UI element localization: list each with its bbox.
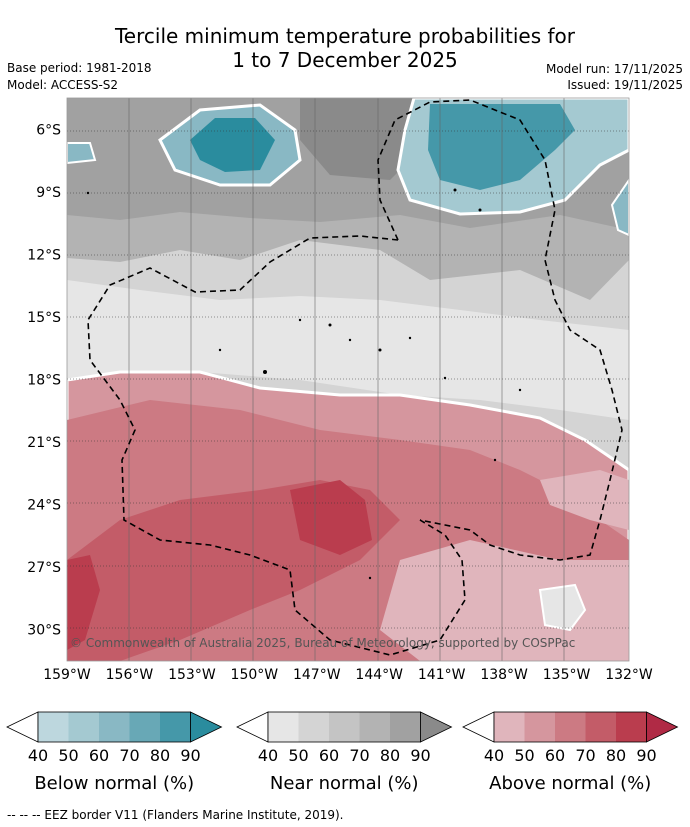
legend-title: Below normal (%) [34, 773, 194, 794]
map-credit: © Commonwealth of Australia 2025, Bureau… [70, 636, 575, 650]
legend-above-normal: 40 50 60 70 80 90 Above normal (%) [462, 711, 679, 794]
legend-tick-label: 80 [380, 746, 400, 765]
longitude-label: 150°W [231, 667, 279, 683]
legend-swatch [298, 712, 329, 742]
model-run: Model run: 17/11/2025 [545, 62, 683, 76]
legend-tick-label: 70 [575, 746, 595, 765]
legend-min-extension [236, 711, 269, 743]
gridlines [67, 130, 629, 629]
legend-tick-label: 90 [636, 746, 656, 765]
legend-below-normal: 40 50 60 70 80 90 Below normal (%) [6, 711, 223, 794]
longitude-label: 141°W [418, 667, 466, 683]
legend-tick-label: 40 [258, 746, 278, 765]
below-normal-patch-northwest-core [190, 118, 275, 172]
legend-tick-label: 80 [606, 746, 626, 765]
plot-frame [66, 97, 630, 662]
latitude-labels: 6°S 9°S 12°S 15°S 18°S 21°S 24°S 27°S 30°S [27, 122, 61, 638]
legend-min-extension [462, 711, 495, 743]
title-line-1: Tercile minimum temperature probabilitie… [114, 24, 576, 48]
above-normal-light-southeast [380, 540, 629, 661]
legend-tick-label: 60 [89, 746, 109, 765]
latitude-label: 27°S [27, 560, 61, 576]
legend-swatch [99, 712, 130, 742]
longitude-label: 138°W [480, 667, 528, 683]
above-normal-light-east [540, 470, 629, 530]
latitude-label: 21°S [27, 435, 61, 451]
eez-borders [87, 99, 623, 656]
legend-swatch [585, 712, 616, 742]
latitude-label: 24°S [27, 498, 61, 514]
title-line-2: 1 to 7 December 2025 [232, 48, 458, 72]
legend-tick-label: 50 [288, 746, 308, 765]
islands [86, 188, 522, 580]
legend-swatch [68, 712, 99, 742]
legend-tick-label: 70 [119, 746, 139, 765]
latitude-label: 30°S [27, 623, 61, 639]
legend-tick-label: 50 [58, 746, 78, 765]
longitude-label: 144°W [355, 667, 403, 683]
legend-tick-label: 90 [180, 746, 200, 765]
eez-footer-note: -- -- -- EEZ border V11 (Flanders Marine… [7, 808, 344, 822]
longitude-label: 147°W [293, 667, 341, 683]
legend-tick-label: 50 [514, 746, 534, 765]
legend-swatch [38, 712, 69, 742]
legend-tick-label: 40 [484, 746, 504, 765]
base-period: Base period: 1981-2018 [7, 61, 152, 75]
legend-swatch [359, 712, 390, 742]
legend-tick-label: 60 [545, 746, 565, 765]
legend-swatch [494, 712, 525, 742]
latitude-label: 12°S [27, 247, 61, 263]
legend-swatch [390, 712, 421, 742]
map-plot-area [67, 98, 629, 661]
legend-swatch [329, 712, 360, 742]
longitude-label: 159°W [43, 667, 91, 683]
legend-tick-label: 40 [28, 746, 48, 765]
legend-swatch [524, 712, 555, 742]
legend-swatch [160, 712, 191, 742]
below-normal-patch-east [610, 178, 629, 237]
legend-tick-label: 80 [150, 746, 170, 765]
legend-tick-label: 60 [319, 746, 339, 765]
model-name: Model: ACCESS-S2 [7, 78, 119, 92]
legend-title: Above normal (%) [489, 773, 651, 794]
legend-swatch [616, 712, 647, 742]
near-normal-southeast-patch [538, 583, 587, 632]
latitude-label: 6°S [36, 122, 61, 138]
longitude-label: 135°W [543, 667, 591, 683]
near-normal-light-band [67, 280, 629, 420]
below-normal-patch-west [67, 142, 97, 165]
longitude-label: 132°W [605, 667, 653, 683]
latitude-label: 15°S [27, 310, 61, 326]
legend-max-extension [420, 711, 453, 743]
legend-tick-label: 70 [349, 746, 369, 765]
issued-date: Issued: 19/11/2025 [567, 78, 683, 92]
latitude-label: 9°S [36, 185, 61, 201]
meridians [128, 98, 565, 661]
legend-title: Near normal (%) [270, 773, 419, 794]
legend-swatch [555, 712, 586, 742]
below-normal-patch-north-core [428, 104, 575, 190]
legend-swatch [268, 712, 299, 742]
above-normal-core-southwest [67, 555, 100, 650]
legend-min-extension [6, 711, 39, 743]
longitude-labels: 159°W 156°W 153°W 150°W 147°W 144°W 141°W 138°W… [43, 667, 653, 683]
legend-max-extension [646, 711, 679, 743]
legend-tick-label: 90 [410, 746, 430, 765]
longitude-label: 156°W [106, 667, 154, 683]
legend-swatch [129, 712, 160, 742]
legend-max-extension [190, 711, 223, 743]
above-normal-core [290, 480, 372, 555]
latitude-label: 18°S [27, 373, 61, 389]
legend-near-normal: 40 50 60 70 80 90 Near normal (%) [236, 711, 453, 794]
longitude-label: 153°W [168, 667, 216, 683]
